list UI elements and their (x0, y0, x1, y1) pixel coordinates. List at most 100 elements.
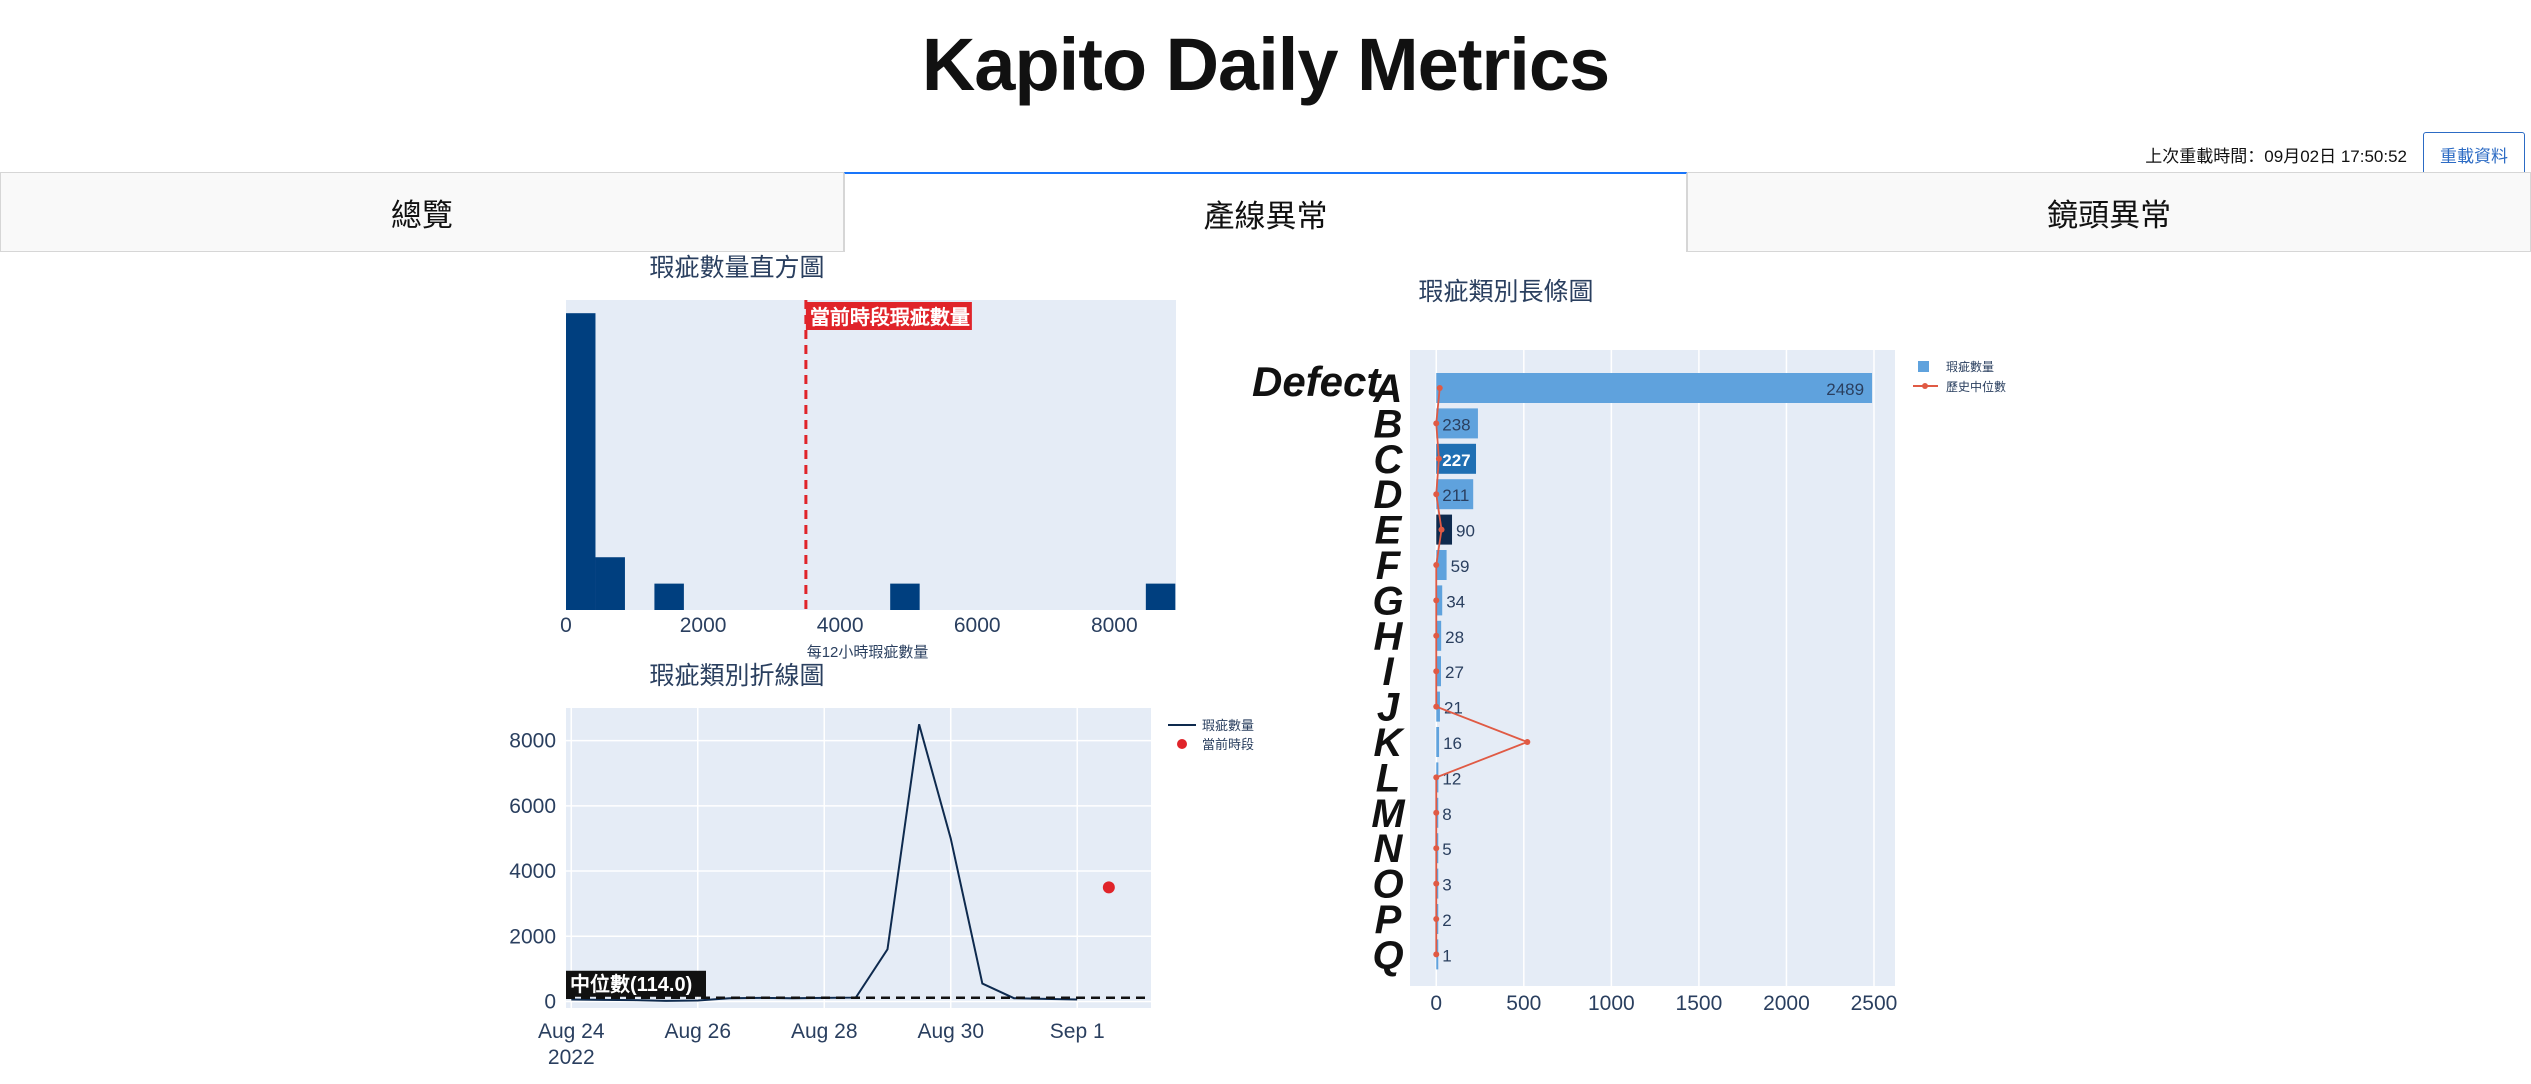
historical-median-point (1433, 562, 1440, 568)
category-label: F (1376, 544, 1402, 588)
historical-median-point (1433, 703, 1440, 710)
bar-chart-data-label: 2 (1442, 911, 1451, 930)
bar-chart-data-label: 238 (1442, 415, 1470, 434)
historical-median-point (1433, 809, 1440, 816)
historical-median-point (1433, 880, 1440, 887)
histogram-bar (890, 583, 920, 610)
category-label: I (1382, 650, 1394, 694)
bar-chart-data-label: 90 (1456, 522, 1475, 541)
historical-median-point (1435, 455, 1442, 462)
histogram-x-tick: 0 (560, 614, 572, 637)
bar-chart-data-label: 227 (1442, 451, 1470, 470)
legend-line-label: 瑕疵數量 (1202, 718, 1254, 733)
historical-median-point (1433, 774, 1440, 781)
bar-chart-data-label: 5 (1442, 840, 1451, 859)
histogram-title: 瑕疵數量直方圖 (649, 254, 824, 282)
line-chart-x-tick: Aug 30 (917, 1020, 984, 1043)
bar-chart-x-tick: 2500 (1851, 992, 1898, 1015)
line-chart-x-tick-year: 2022 (548, 1046, 595, 1069)
category-label: C (1374, 438, 1404, 482)
bar-chart-data-label: 28 (1445, 628, 1464, 647)
bar-chart-title: 瑕疵類別長條圖 (1418, 278, 1593, 306)
current-period-label-bg (805, 302, 972, 330)
bar-chart-data-label: 1 (1442, 946, 1451, 965)
bar-chart-data-label: 3 (1442, 876, 1451, 895)
category-label: B (1374, 402, 1403, 446)
bar-chart-bar (1436, 373, 1873, 403)
category-label: H (1374, 615, 1404, 659)
legend-bar-label: 瑕疵數量 (1946, 359, 1994, 374)
bar-chart-data-label: 59 (1451, 557, 1470, 576)
bar-chart-x-tick: 1000 (1588, 992, 1635, 1015)
legend-bar-swatch (1918, 361, 1929, 372)
median-label-bg (566, 970, 706, 997)
tab-overview[interactable]: 總覽 (0, 172, 844, 252)
line-chart-y-tick: 2000 (509, 925, 556, 948)
category-label: K (1374, 721, 1406, 765)
tab-lens-anomaly[interactable]: 鏡頭異常 (1687, 172, 2531, 252)
bar-chart-x-tick: 1500 (1676, 992, 1723, 1015)
line-chart-title: 瑕疵類別折線圖 (649, 662, 824, 690)
historical-median-point (1433, 597, 1440, 604)
histogram-x-tick: 4000 (817, 614, 864, 637)
reload-time-text: 上次重載時間：09月02日 17:50:52 (2145, 147, 2407, 166)
bar-chart-bar (1436, 408, 1478, 439)
category-label: D (1374, 473, 1403, 517)
historical-median-point (1436, 385, 1443, 391)
historical-median-point (1438, 526, 1445, 533)
category-label: N (1374, 827, 1404, 871)
bar-chart-bar (1436, 727, 1440, 757)
category-label: A (1373, 367, 1403, 411)
tab-bar: 總覽 產線異常 鏡頭異常 (0, 172, 2531, 252)
histogram-x-tick: 8000 (1091, 614, 1138, 637)
category-label: P (1375, 898, 1402, 942)
reload-data-button[interactable]: 重載資料 (2423, 132, 2525, 177)
line-chart-y-tick: 6000 (509, 795, 556, 818)
bar-chart-x-tick: 0 (1430, 992, 1442, 1015)
line-chart-y-tick: 0 (544, 990, 556, 1013)
category-label: M (1371, 792, 1406, 836)
histogram-x-tick: 6000 (954, 614, 1001, 637)
bar-chart-data-label: 27 (1445, 663, 1464, 682)
category-label: J (1377, 686, 1400, 730)
category-label: Q (1372, 933, 1403, 977)
tab-line-anomaly[interactable]: 產線異常 (843, 172, 1688, 252)
historical-median-point (1433, 491, 1440, 498)
median-label: 中位數(114.0) (570, 972, 692, 996)
bar-chart-data-label: 34 (1446, 592, 1465, 611)
bar-chart-bar (1436, 550, 1447, 580)
category-label: O (1372, 863, 1403, 907)
historical-median-point (1433, 845, 1440, 852)
line-chart-x-tick: Sep 1 (1050, 1020, 1105, 1043)
historical-median-point (1524, 739, 1531, 745)
category-label: E (1375, 509, 1403, 553)
bar-chart-data-label: 21 (1444, 699, 1463, 718)
historical-median-point (1433, 420, 1440, 427)
current-period-label: 當前時段瑕疵數量 (810, 305, 970, 329)
bar-chart-data-label: 8 (1442, 805, 1451, 824)
legend-point-swatch (1177, 739, 1187, 749)
category-label-prefix: Defect (1252, 358, 1382, 405)
bar-chart-x-tick: 2000 (1763, 992, 1810, 1015)
category-label: G (1372, 579, 1403, 623)
historical-median-point (1433, 668, 1440, 675)
bar-chart-data-label: 211 (1442, 486, 1469, 505)
line-chart-x-tick: Aug 26 (664, 1020, 731, 1043)
bar-chart-plot-area (1410, 350, 1895, 986)
page-title: Kapito Daily Metrics (921, 23, 1610, 106)
current-period-point (1102, 881, 1115, 894)
histogram-bar (654, 583, 684, 610)
bar-chart-bar (1436, 479, 1474, 510)
histogram-plot-area (566, 300, 1176, 610)
bar-chart-x-tick: 500 (1506, 992, 1541, 1015)
bar-chart-bar (1436, 443, 1477, 474)
histogram-bar (595, 557, 625, 610)
historical-median-point (1433, 632, 1440, 639)
category-label: L (1376, 756, 1400, 800)
legend-point-label: 當前時段 (1202, 737, 1254, 752)
bar-chart-data-label: 16 (1443, 734, 1462, 753)
line-chart-plot-area (566, 708, 1151, 1008)
histogram-x-tick: 2000 (680, 614, 727, 637)
